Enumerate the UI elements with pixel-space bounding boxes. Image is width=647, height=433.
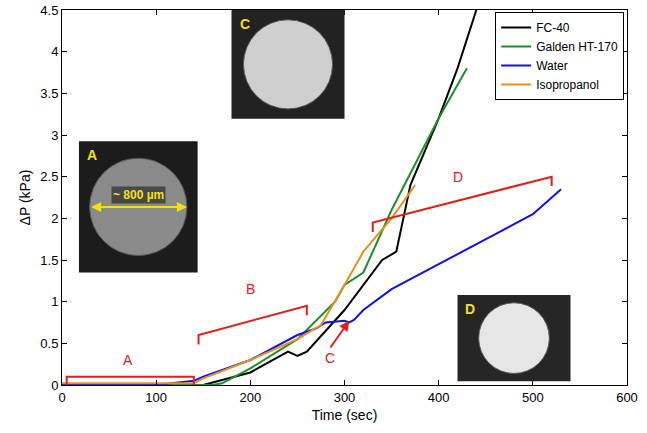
- svg-text:600: 600: [616, 390, 638, 405]
- svg-text:0: 0: [51, 378, 58, 393]
- svg-text:Water: Water: [536, 59, 568, 73]
- svg-text:~ 800 µm: ~ 800 µm: [113, 188, 164, 202]
- svg-text:4: 4: [51, 44, 58, 59]
- svg-text:0.5: 0.5: [40, 336, 58, 351]
- svg-text:ΔP (kPa): ΔP (kPa): [17, 170, 33, 226]
- svg-text:1.5: 1.5: [40, 253, 58, 268]
- svg-text:D: D: [465, 301, 475, 317]
- svg-text:1: 1: [51, 294, 58, 309]
- svg-text:C: C: [325, 350, 335, 366]
- svg-text:A: A: [123, 352, 133, 368]
- svg-text:Isopropanol: Isopropanol: [536, 78, 599, 92]
- svg-text:D: D: [453, 169, 463, 185]
- svg-text:2: 2: [51, 211, 58, 226]
- svg-text:300: 300: [334, 390, 356, 405]
- svg-text:2.5: 2.5: [40, 169, 58, 184]
- svg-text:0: 0: [58, 390, 65, 405]
- svg-text:4.5: 4.5: [40, 3, 58, 18]
- svg-text:Time (sec): Time (sec): [312, 407, 378, 423]
- svg-text:3: 3: [51, 128, 58, 143]
- svg-text:3.5: 3.5: [40, 86, 58, 101]
- svg-text:Galden HT-170: Galden HT-170: [536, 40, 618, 54]
- svg-text:C: C: [240, 16, 250, 32]
- svg-text:100: 100: [145, 390, 167, 405]
- svg-text:A: A: [87, 147, 97, 163]
- svg-text:FC-40: FC-40: [536, 21, 570, 35]
- svg-text:400: 400: [428, 390, 450, 405]
- svg-text:B: B: [246, 281, 255, 297]
- svg-text:200: 200: [239, 390, 261, 405]
- svg-text:500: 500: [522, 390, 544, 405]
